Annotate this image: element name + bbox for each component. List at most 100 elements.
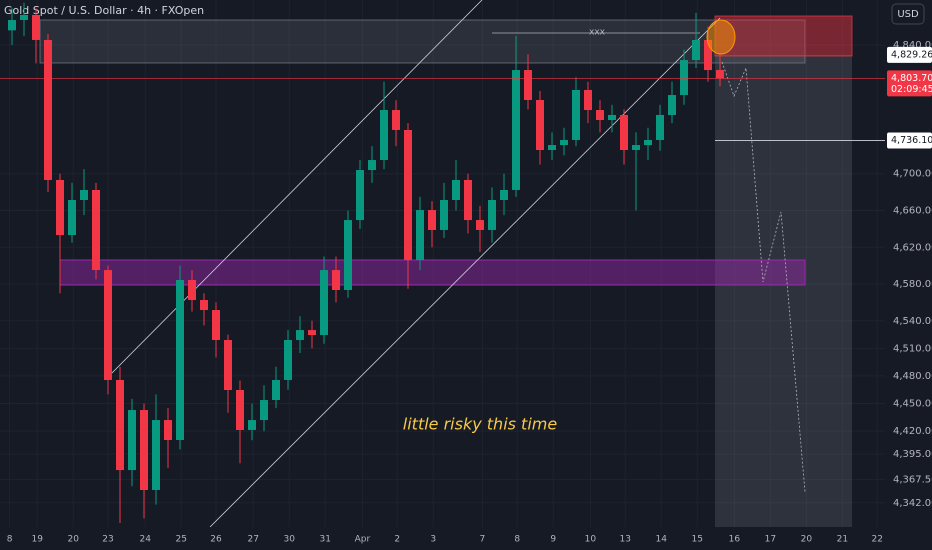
candle-body	[656, 114, 664, 140]
price-tag	[887, 46, 932, 63]
candle-body	[68, 200, 76, 236]
candle-body	[548, 145, 556, 151]
sell-zone	[714, 15, 853, 57]
y-tick-label: 4,540.00	[893, 316, 932, 327]
channel-line	[104, 0, 483, 381]
candle-body	[572, 89, 580, 140]
candle-body	[200, 300, 208, 311]
demand-zone	[59, 259, 806, 286]
channel-line	[209, 17, 721, 528]
candle-body	[140, 410, 148, 491]
x-tick-label: 3	[430, 535, 436, 545]
x-tick-label: 2	[394, 535, 400, 545]
candle-body	[212, 310, 220, 340]
candle-body	[356, 170, 364, 221]
candle-body	[704, 39, 712, 71]
candle-body	[32, 14, 40, 40]
candle-body	[308, 330, 316, 336]
candle-body	[464, 179, 472, 221]
candle-body	[524, 70, 532, 101]
candle-body	[332, 270, 340, 290]
candle-body	[56, 179, 64, 236]
candle-body	[644, 139, 652, 146]
candle-body	[44, 39, 52, 180]
x-tick-label: 30	[283, 535, 295, 545]
x-tick-label: 15	[691, 535, 702, 545]
countdown: 02:09:45	[891, 84, 932, 95]
highlight	[706, 19, 736, 55]
x-tick-label: 16	[729, 535, 741, 545]
candle-body	[128, 410, 136, 471]
chart-title: Gold Spot / U.S. Dollar · 4h · FXOpen	[4, 4, 204, 17]
x-tick-label: 22	[871, 535, 882, 545]
candle-body	[224, 339, 232, 390]
currency-button[interactable]	[891, 3, 925, 25]
candle-body	[344, 220, 352, 290]
y-tick-label: 4,420.00	[893, 426, 932, 437]
price-tag	[887, 132, 932, 149]
price-tag-label: 4,829.26	[891, 49, 932, 60]
x-tick-label: 27	[247, 535, 258, 545]
y-tick-label: 4,480.00	[893, 371, 932, 382]
candle-body	[512, 70, 520, 190]
x-tick-label: 20	[801, 535, 813, 545]
supply-zone	[39, 19, 806, 64]
candle-body	[620, 114, 628, 151]
candle-body	[248, 420, 256, 430]
candle-body	[8, 20, 16, 31]
candle-body	[116, 379, 124, 471]
y-tick-label: 4,840.00	[893, 40, 932, 51]
forecast-zone	[715, 55, 852, 527]
candle-body	[296, 330, 304, 340]
candle-body	[440, 200, 448, 230]
candle-body	[476, 220, 484, 230]
y-tick-label: 4,620.00	[893, 242, 932, 253]
x-tick-label: 13	[619, 535, 630, 545]
time-axis	[0, 527, 932, 550]
candle-body	[680, 60, 688, 96]
candle-body	[164, 420, 172, 441]
candle-body	[404, 129, 412, 261]
candle-body	[260, 400, 268, 421]
x-tick-label: 23	[102, 535, 113, 545]
x-tick-label: 21	[837, 535, 848, 545]
x-tick-label: 20	[67, 535, 79, 545]
candle-body	[608, 114, 616, 121]
candle-body	[368, 160, 376, 171]
price-tag-label: 4,803.70	[891, 73, 932, 84]
candle-body	[560, 139, 568, 146]
note: little risky this time	[403, 415, 558, 434]
projection-path	[721, 61, 806, 493]
candle-body	[104, 270, 112, 380]
candle-body	[392, 110, 400, 130]
candle-body	[668, 95, 676, 115]
y-tick-label: 4,342.00	[893, 498, 932, 509]
x-tick-label: 24	[139, 535, 151, 545]
candle-body	[176, 279, 184, 441]
price-tag-label: 4,736.10	[891, 135, 932, 146]
candle-body	[416, 210, 424, 261]
candle-body	[92, 189, 100, 271]
x-tick-label: 8	[7, 535, 13, 545]
y-tick-label: 4,660.00	[893, 205, 932, 216]
candle-body	[452, 179, 460, 201]
level-label: xxx	[589, 28, 606, 38]
candle-body	[236, 389, 244, 430]
x-tick-label: 10	[585, 535, 597, 545]
y-tick-label: 4,450.00	[893, 399, 932, 410]
x-tick-label: 31	[319, 535, 330, 545]
x-tick-label: 8	[514, 535, 520, 545]
candle-body	[380, 110, 388, 161]
candle-body	[284, 339, 292, 380]
candle-body	[272, 379, 280, 401]
x-tick-label: 19	[31, 535, 43, 545]
x-tick-label: 9	[550, 535, 556, 545]
candle-body	[20, 14, 28, 21]
x-tick-label: 26	[210, 535, 222, 545]
candle-body	[152, 420, 160, 491]
price-tag	[887, 70, 932, 97]
candle-body	[596, 110, 604, 121]
candle-body	[188, 279, 196, 301]
candle-body	[488, 200, 496, 230]
